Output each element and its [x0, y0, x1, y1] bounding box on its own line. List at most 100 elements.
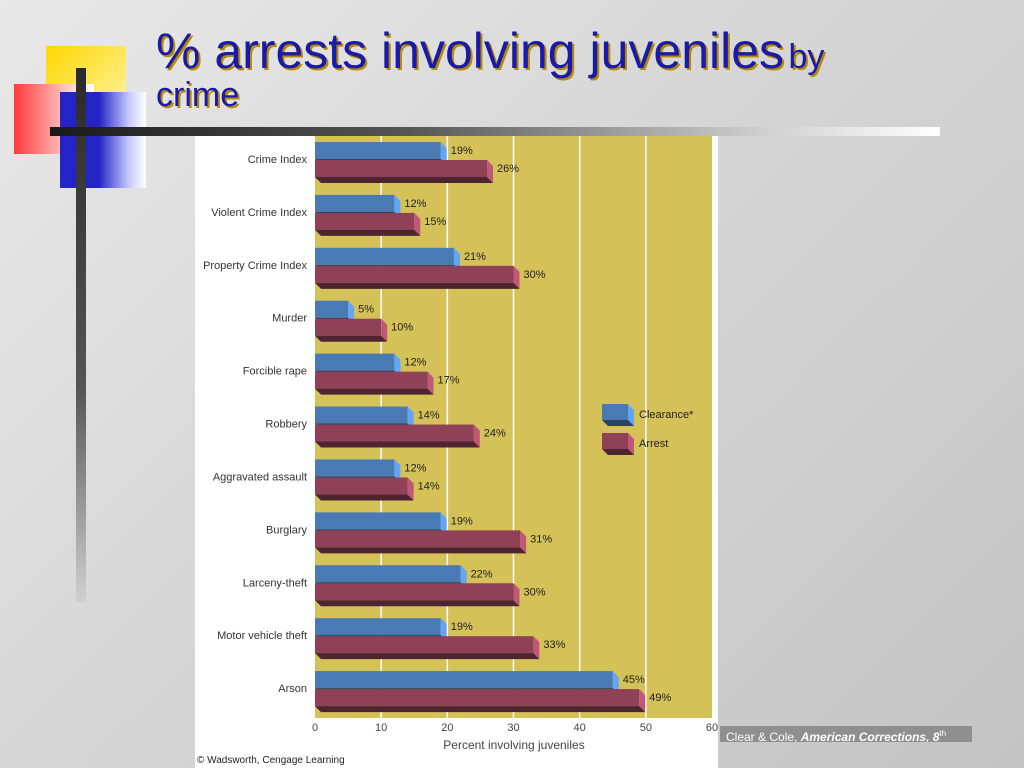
x-ticks: 0 10 20 30 40 50 60 [312, 722, 718, 734]
bar-arrest: 14% [315, 477, 440, 501]
bar-bottom [315, 388, 434, 395]
x-tick-label: 40 [574, 722, 586, 734]
x-tick-label: 30 [507, 722, 519, 734]
bar-face [315, 300, 349, 318]
category-label: Forcible rape [243, 366, 307, 378]
bar-value-label: 19% [451, 145, 473, 157]
citation-sup: th [939, 729, 947, 738]
legend: Clearance* Arrest [602, 404, 694, 455]
bar-face [315, 689, 640, 707]
legend-item: Clearance* [602, 404, 694, 426]
category-label: Violent Crime Index [211, 207, 307, 219]
bar-side [440, 618, 447, 642]
citation-box: Clear & Cole, American Corrections, 8th [720, 726, 972, 742]
bar-side [453, 247, 460, 271]
category-label: Motor vehicle theft [217, 630, 307, 642]
bar-value-label: 19% [451, 515, 473, 527]
bar-face [315, 459, 395, 477]
bar-side [639, 689, 646, 713]
deco-vertical-rule [76, 68, 86, 602]
legend-swatch-side [628, 433, 634, 455]
bar-face [315, 406, 408, 424]
category-label: Larceny-theft [243, 577, 307, 589]
bar-face [315, 212, 415, 230]
bar-value-label: 30% [524, 586, 546, 598]
bar-side [513, 583, 520, 607]
title-by: by [788, 38, 825, 76]
bar-arrest: 26% [315, 160, 519, 183]
bar-face [315, 618, 441, 636]
bar-arrest: 31% [315, 530, 552, 554]
bar-side [414, 212, 421, 236]
bar-face [315, 194, 395, 212]
category-label: Murder [272, 313, 307, 325]
bar-side [348, 300, 355, 324]
bar-value-label: 14% [418, 480, 440, 492]
bar-value-label: 5% [358, 304, 374, 316]
x-tick-label: 50 [640, 722, 652, 734]
bar-value-label: 10% [391, 322, 413, 334]
bar-side [381, 318, 388, 342]
page-title: % arrests involving juveniles by crime [156, 26, 936, 112]
bar-face [315, 512, 441, 530]
bar-face [315, 636, 534, 654]
citation-authors: Clear & Cole, [726, 730, 801, 742]
bar-side [487, 160, 494, 183]
bar-bottom [315, 229, 421, 236]
bar-face [315, 160, 488, 177]
bar-value-label: 12% [404, 357, 426, 369]
bar-value-label: 12% [404, 198, 426, 210]
category-label: Burglary [266, 524, 307, 536]
x-tick-label: 20 [441, 722, 453, 734]
bar-arrest: 15% [315, 212, 446, 236]
bar-arrest: 30% [315, 583, 546, 607]
bar-value-label: 19% [451, 621, 473, 633]
title-main: % arrests involving juveniles [156, 23, 785, 79]
bar-side [394, 194, 401, 218]
bar-side [440, 512, 447, 536]
bar-value-label: 12% [404, 462, 426, 474]
bar-side [440, 142, 447, 165]
x-tick-label: 10 [375, 722, 387, 734]
bar-bottom [315, 547, 527, 554]
bar-value-label: 33% [543, 639, 565, 651]
bar-side [612, 671, 619, 695]
bar-value-label: 31% [530, 533, 552, 545]
bar-face [315, 353, 395, 371]
bar-side [460, 565, 467, 589]
bar-value-label: 45% [623, 674, 645, 686]
bar-value-label: 30% [524, 269, 546, 281]
bar-face [315, 530, 521, 548]
bar-arrest: 17% [315, 371, 460, 395]
bar-bottom [315, 335, 388, 342]
bar-arrest: 10% [315, 318, 413, 342]
legend-item: Arrest [602, 433, 668, 455]
x-tick-label: 0 [312, 722, 318, 734]
bar-arrest: 33% [315, 636, 566, 660]
bar-value-label: 22% [471, 568, 493, 580]
bar-bottom [315, 494, 414, 501]
bar-value-label: 17% [437, 375, 459, 387]
bar-bottom [315, 441, 480, 448]
legend-swatch [602, 404, 628, 420]
bar-value-label: 15% [424, 216, 446, 228]
bar-face [315, 142, 441, 159]
legend-label: Clearance* [639, 409, 694, 421]
legend-swatch-side [628, 404, 634, 426]
title-line2: crime [156, 76, 240, 114]
citation-book: American Corrections, 8 [800, 730, 940, 742]
bar-face [315, 247, 454, 265]
bar-side [513, 265, 520, 289]
bar-bottom [315, 653, 540, 660]
bar-side [407, 477, 414, 501]
bar-face [315, 671, 613, 689]
bar-face [315, 565, 461, 583]
bars: 19% 26% 12% 15% 21% 30% 5% 10% 12% 17% 14% 24% 12% 14… [315, 142, 671, 713]
bar-value-label: 49% [649, 692, 671, 704]
category-label: Crime Index [248, 154, 308, 166]
bar-face [315, 583, 514, 601]
bar-face [315, 265, 514, 283]
bar-side [394, 459, 401, 483]
bar-side [427, 371, 434, 395]
